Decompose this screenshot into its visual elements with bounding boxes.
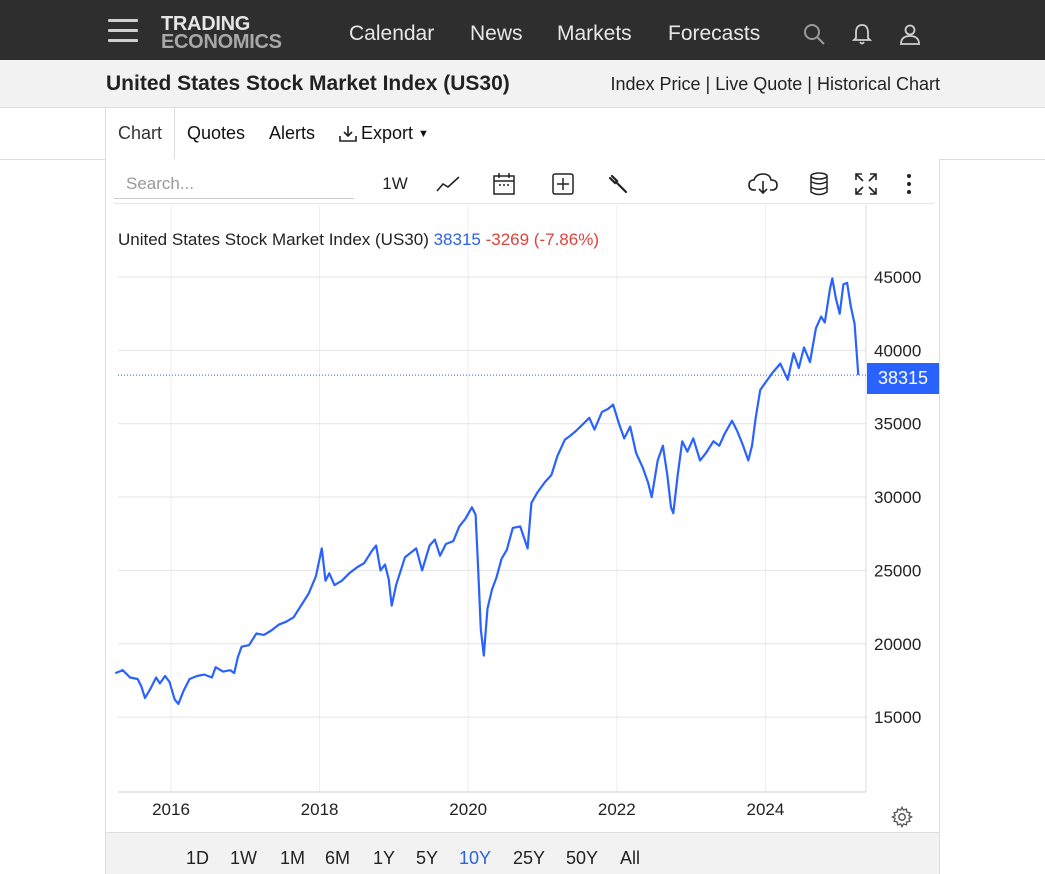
x-tick-label: 2016 <box>152 800 190 819</box>
search-icon[interactable] <box>802 22 826 46</box>
download-small-icon <box>339 125 357 142</box>
search-input[interactable] <box>114 169 354 199</box>
add-indicator-icon[interactable] <box>548 169 578 199</box>
nav-forecasts[interactable]: Forecasts <box>668 22 761 45</box>
y-tick-label: 15000 <box>874 708 921 727</box>
gear-icon[interactable] <box>891 806 913 828</box>
interval-button[interactable]: 1W <box>382 174 408 193</box>
nav-news[interactable]: News <box>470 22 523 45</box>
sub-links[interactable]: Index Price | Live Quote | Historical Ch… <box>610 74 940 94</box>
logo[interactable]: TRADING ECONOMICS <box>161 13 282 53</box>
y-tick-label: 20000 <box>874 635 921 654</box>
legend-change: -3269 (-7.86%) <box>485 230 599 249</box>
range-1y[interactable]: 1Y <box>373 848 396 868</box>
user-icon[interactable] <box>898 22 922 46</box>
y-tick-label: 45000 <box>874 268 921 287</box>
tab-export[interactable]: Export ▼ <box>338 123 429 144</box>
x-tick-label: 2022 <box>598 800 636 819</box>
range-25y[interactable]: 25Y <box>513 848 546 868</box>
line-chart-icon[interactable] <box>433 169 463 199</box>
title-bar: United States Stock Market Index (US30) … <box>0 60 1045 108</box>
more-icon[interactable] <box>901 169 917 199</box>
toolbar-divider <box>114 203 934 204</box>
caret-down-icon: ▼ <box>418 127 429 140</box>
chart-legend: United States Stock Market Index (US30) … <box>118 230 599 250</box>
range-selector: 1D 1W 1M 6M 1Y 5Y 10Y 25Y 50Y All <box>106 832 939 874</box>
chart-panel: 1W 15000 20000 25000 30000 35000 40000 45000 20… <box>105 159 940 874</box>
legend-value: 38315 <box>433 230 481 249</box>
top-nav: TRADING ECONOMICS Calendar News Markets … <box>0 0 1045 60</box>
database-icon[interactable] <box>804 169 834 199</box>
range-1d[interactable]: 1D <box>186 848 210 868</box>
range-6m[interactable]: 6M <box>325 848 351 868</box>
last-price-tag: 38315 <box>867 363 939 394</box>
calendar-icon[interactable] <box>489 169 519 199</box>
legend-name: United States Stock Market Index (US30) <box>118 230 429 249</box>
x-tick-label: 2024 <box>746 800 784 819</box>
wrench-icon[interactable] <box>603 169 633 199</box>
fullscreen-icon[interactable] <box>851 169 881 199</box>
range-1m[interactable]: 1M <box>280 848 306 868</box>
x-tick-label: 2018 <box>301 800 339 819</box>
price-chart[interactable]: 15000 20000 25000 30000 35000 40000 45000 2016 2… <box>106 205 939 832</box>
range-all[interactable]: All <box>620 848 641 868</box>
series-line[interactable] <box>114 277 860 705</box>
y-tick-label: 25000 <box>874 561 921 580</box>
nav-markets[interactable]: Markets <box>557 22 632 45</box>
nav-calendar[interactable]: Calendar <box>349 22 435 45</box>
range-1w[interactable]: 1W <box>230 848 257 868</box>
range-50y[interactable]: 50Y <box>566 848 599 868</box>
logo-line2: ECONOMICS <box>161 31 282 53</box>
range-10y[interactable]: 10Y <box>459 848 492 868</box>
menu-icon[interactable] <box>108 19 138 43</box>
tabs-row: Chart Quotes Alerts Export ▼ <box>0 108 1045 161</box>
export-label: Export <box>361 123 414 143</box>
bell-icon[interactable] <box>850 22 874 46</box>
tab-alerts[interactable]: Alerts <box>269 123 316 143</box>
tab-chart-label: Chart <box>118 123 163 143</box>
y-tick-label: 30000 <box>874 488 921 507</box>
tab-chart[interactable]: Chart <box>105 108 175 161</box>
x-tick-label: 2020 <box>449 800 487 819</box>
tab-quotes[interactable]: Quotes <box>187 123 246 143</box>
y-tick-label: 40000 <box>874 341 921 360</box>
y-tick-label: 35000 <box>874 415 921 434</box>
logo-line1: TRADING <box>161 13 251 35</box>
download-icon[interactable] <box>746 169 780 199</box>
range-5y[interactable]: 5Y <box>416 848 439 868</box>
page-title: United States Stock Market Index (US30) <box>106 72 510 95</box>
